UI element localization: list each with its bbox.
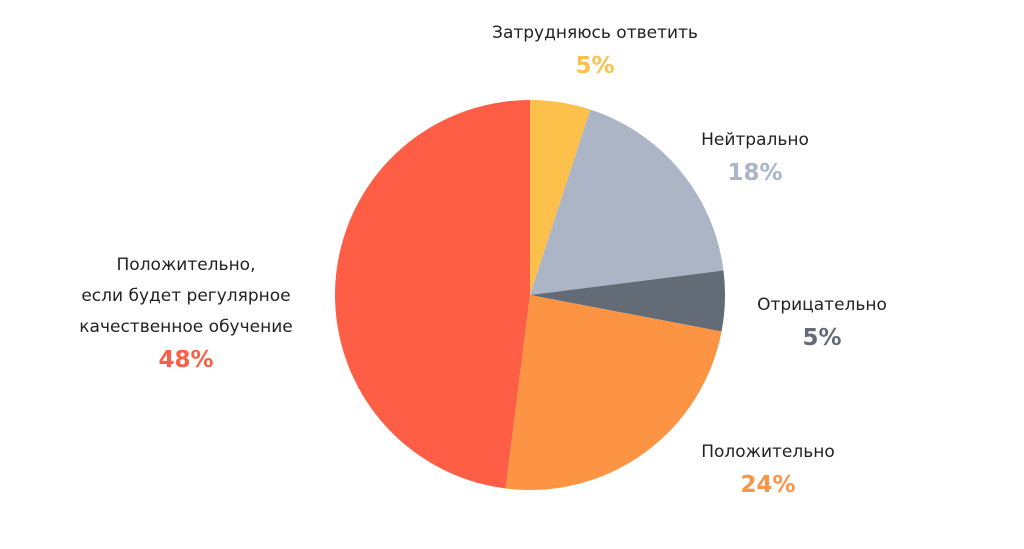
category-label: Отрицательно: [757, 295, 887, 315]
slice-label: Положительно 24%: [701, 437, 835, 502]
value-label: 24%: [740, 472, 796, 498]
category-label: Положительно, если будет регулярное каче…: [79, 255, 293, 337]
pie-slice: [505, 295, 722, 490]
pie-slice: [530, 270, 725, 332]
category-label: Нейтрально: [701, 130, 809, 150]
value-label: 18%: [727, 160, 783, 186]
slice-label: Нейтрально 18%: [701, 125, 809, 190]
pie-slice: [530, 100, 591, 295]
category-label: Положительно: [701, 442, 835, 462]
pie-slice: [334, 100, 530, 489]
value-label: 5%: [802, 325, 842, 351]
slice-label: Положительно, если будет регулярное каче…: [79, 250, 292, 377]
slice-label: Отрицательно 5%: [757, 290, 887, 355]
slice-label: Затрудняюсь ответить 5%: [492, 18, 698, 83]
value-label: 5%: [575, 53, 615, 79]
category-label: Затрудняюсь ответить: [492, 23, 698, 43]
value-label: 48%: [158, 347, 214, 373]
pie-slice: [530, 109, 724, 295]
